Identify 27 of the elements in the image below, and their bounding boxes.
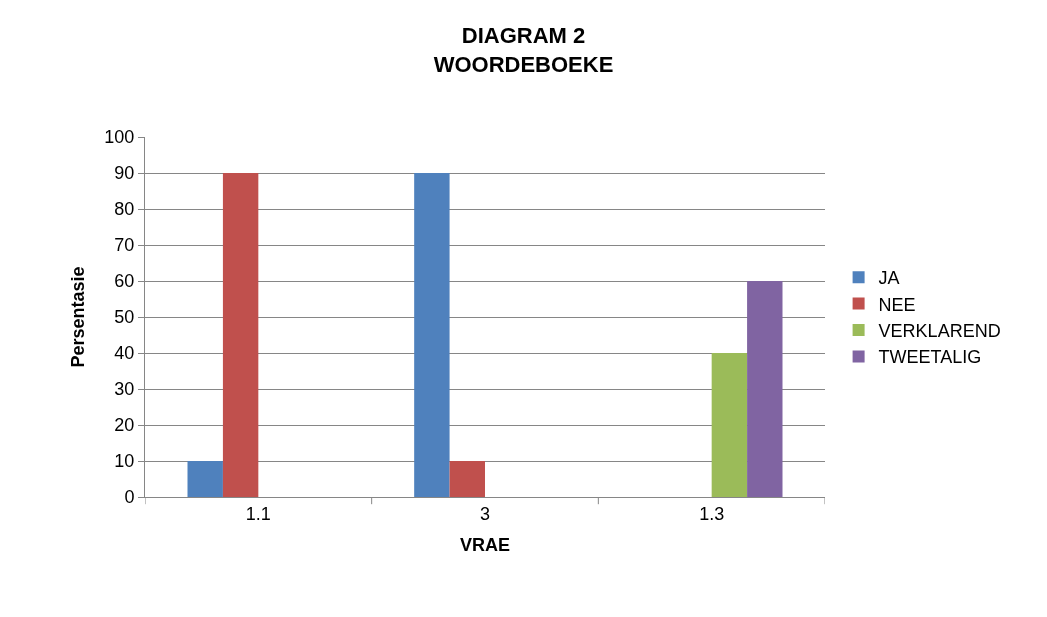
x-tick-label: 3 xyxy=(479,503,491,524)
bar xyxy=(711,353,748,497)
bar xyxy=(187,461,223,497)
chart-title: DIAGRAM 2 WOORDEBOEKE xyxy=(433,23,614,77)
y-tick-label: 70 xyxy=(114,235,135,256)
legend-label: NEE xyxy=(878,294,916,315)
y-axis-title: Persentasie xyxy=(67,266,88,368)
y-tick-label: 50 xyxy=(114,307,135,328)
legend-label: TWEETALIG xyxy=(878,347,982,368)
bar xyxy=(449,461,485,497)
y-tick-label: 80 xyxy=(114,199,135,220)
legend-label: JA xyxy=(878,268,900,289)
bar xyxy=(747,281,783,497)
x-tick-label: 1.3 xyxy=(699,503,725,524)
bar xyxy=(414,173,450,497)
x-tick-label: 1.1 xyxy=(245,503,271,524)
y-tick-label: 90 xyxy=(114,163,135,184)
y-tick-label: 100 xyxy=(104,127,135,148)
bar xyxy=(222,173,259,497)
y-tick-label: 60 xyxy=(114,271,135,292)
y-tick-label: 20 xyxy=(114,415,135,436)
x-axis-title: VRAE xyxy=(459,534,511,555)
y-tick-label: 0 xyxy=(124,487,135,508)
y-tick-label: 10 xyxy=(114,451,135,472)
y-tick-label: 40 xyxy=(114,343,135,364)
legend-label: VERKLAREND xyxy=(878,321,1001,342)
y-tick-label: 30 xyxy=(114,379,135,400)
